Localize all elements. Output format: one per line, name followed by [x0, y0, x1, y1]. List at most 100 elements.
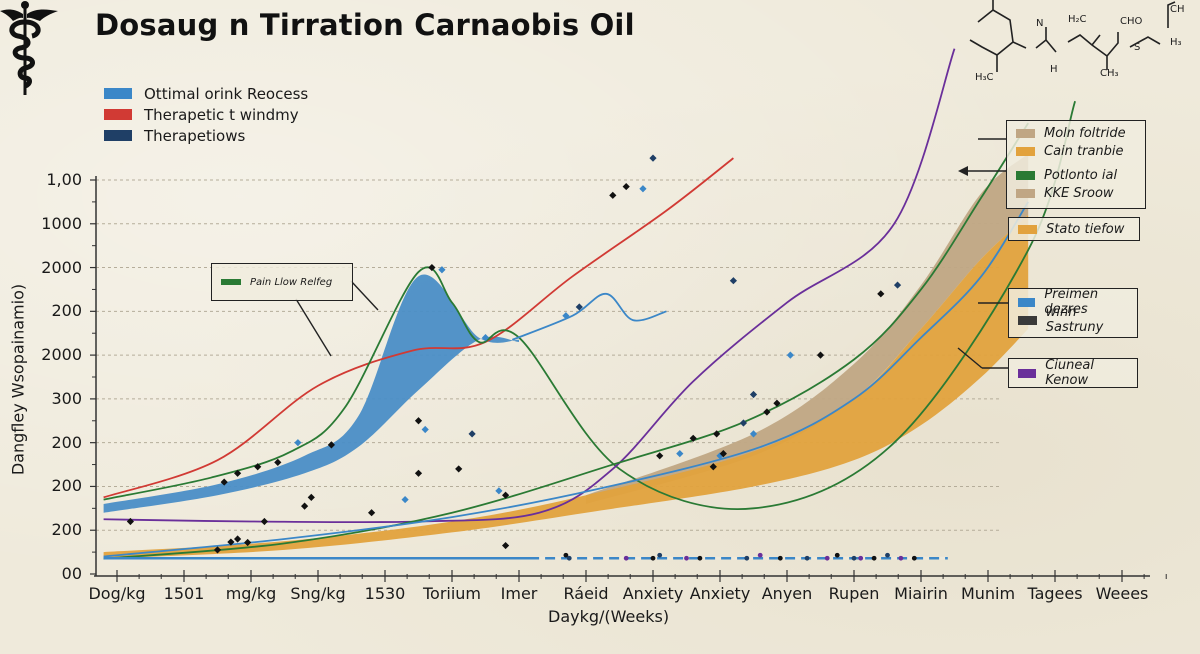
- legend-label: Therapetic t windmy: [144, 105, 299, 124]
- data-point: [220, 478, 228, 486]
- y-tick-label: 1000: [41, 213, 82, 233]
- data-point: [301, 502, 309, 510]
- data-point: [757, 552, 763, 558]
- legend-label: KKE Sroow: [1044, 185, 1114, 201]
- data-point: [676, 450, 684, 458]
- legend-label: Therapetiows: [144, 126, 246, 145]
- data-point: [749, 430, 758, 438]
- x-tick-label: Miairin: [894, 584, 948, 603]
- data-points: [126, 154, 917, 561]
- data-point: [566, 555, 572, 561]
- data-point: [777, 555, 783, 561]
- chemical-structure-diagram: N H₂C CHO CH H H₃C CH₃ S H₃: [969, 0, 1185, 83]
- data-point: [307, 493, 315, 501]
- data-point: [502, 491, 510, 499]
- molecule-label: CH₃: [1100, 68, 1119, 79]
- x-tick-label: 1530: [364, 584, 406, 603]
- legend-item: KKE Sroow: [1007, 184, 1145, 202]
- arrowhead: [958, 166, 968, 176]
- data-point: [697, 555, 703, 561]
- data-point: [623, 555, 629, 561]
- data-point: [649, 154, 657, 162]
- band-ottimal-orink-reocess: [103, 274, 519, 513]
- data-point: [816, 351, 825, 359]
- data-point: [213, 546, 222, 554]
- legend-label: Moln foltride: [1044, 125, 1126, 141]
- series-line-preimen-dezres: [511, 292, 667, 341]
- data-point: [657, 552, 663, 558]
- legend-label: Cain tranbie: [1044, 143, 1124, 159]
- legend-item: Potlonto ial: [1007, 166, 1145, 184]
- callout-right-group: Moln foltride Cain tranbie Potlonto ial …: [1006, 120, 1146, 209]
- leader-pain: [350, 280, 379, 311]
- y-tick-label: 200: [51, 301, 82, 321]
- x-tick-label: Weees: [1095, 584, 1149, 603]
- legend-item: Ciuneal Kenow: [1009, 358, 1137, 388]
- legend-label: Ciuneal Kenow: [1045, 358, 1094, 388]
- data-point: [622, 182, 630, 191]
- data-point: [234, 535, 242, 543]
- molecule-label: CHO: [1120, 16, 1143, 27]
- legend-label: Pain Llow Relfeg: [250, 276, 333, 288]
- callout-premen: Preimen dezres winn Sastruny: [1008, 287, 1138, 338]
- data-point: [871, 555, 877, 561]
- legend-swatch: [104, 88, 132, 99]
- legend-label: Ottimal orink Reocess: [144, 84, 309, 103]
- callout-stato: Stato tiefow: [1008, 217, 1140, 241]
- band-cain-tranbie: [103, 215, 1029, 559]
- data-point: [885, 552, 890, 558]
- data-point: [744, 555, 750, 561]
- x-tick-label: Dog/kg: [88, 584, 146, 603]
- legend-item: Pain Llow Relfeg: [212, 264, 352, 300]
- legend-top: Ottimal orink Reocess Therapetic t windm…: [104, 83, 308, 146]
- callout-pain: Pain Llow Relfeg: [211, 263, 353, 301]
- data-point: [877, 290, 885, 298]
- legend-label: Stato tiefow: [1046, 221, 1125, 237]
- molecule-label: H₂C: [1068, 14, 1087, 25]
- data-point: [851, 555, 857, 561]
- x-tick-label: Toriium: [422, 584, 482, 603]
- data-point: [414, 469, 423, 477]
- series-line-pain-llow-relfeg: [103, 100, 1076, 510]
- y-tick-label: 2000: [41, 345, 82, 365]
- chart-title: Dosaug n Tirration Carnaobis Oil: [95, 8, 635, 42]
- legend-swatch: [1016, 128, 1035, 138]
- leader-cluneal: [957, 347, 983, 369]
- data-point: [898, 555, 904, 561]
- x-tick-label: Sng/kg: [290, 584, 346, 603]
- y-tick-label: 2000: [41, 257, 82, 277]
- data-point: [911, 555, 917, 561]
- data-point: [824, 555, 830, 561]
- data-point: [893, 281, 902, 289]
- data-point: [227, 538, 235, 546]
- caduceus-icon: [0, 1, 58, 95]
- data-point: [609, 191, 617, 199]
- data-point: [739, 419, 748, 427]
- data-point: [368, 509, 376, 517]
- axes: [90, 176, 1167, 582]
- series-line-therapetic-t-windmy: [103, 157, 734, 499]
- series-line-ciuneal-kenow: [103, 48, 956, 524]
- legend-swatch: [1018, 224, 1037, 234]
- molecule-label: H₃: [1170, 37, 1182, 48]
- legend-label: Preimen dezres: [1044, 287, 1099, 317]
- x-tick-label: Ráeid: [563, 584, 609, 603]
- molecule-label: H₃C: [975, 72, 994, 83]
- data-point: [656, 452, 664, 460]
- legend-item: Stato tiefow: [1009, 218, 1139, 240]
- data-point: [729, 277, 737, 285]
- molecule-label: H: [1050, 64, 1058, 75]
- data-point: [428, 263, 436, 272]
- legend-item: Therapetic t windmy: [104, 104, 308, 125]
- legend-swatch: [104, 130, 132, 141]
- x-tick-label: Tagees: [1027, 584, 1083, 603]
- data-point: [495, 487, 503, 495]
- data-point: [749, 390, 758, 399]
- x-tick-label: Munim: [960, 584, 1016, 603]
- y-tick-label: 200: [51, 432, 82, 452]
- data-point: [234, 469, 242, 477]
- data-point: [455, 465, 463, 473]
- data-point: [834, 552, 840, 558]
- data-point: [684, 555, 689, 561]
